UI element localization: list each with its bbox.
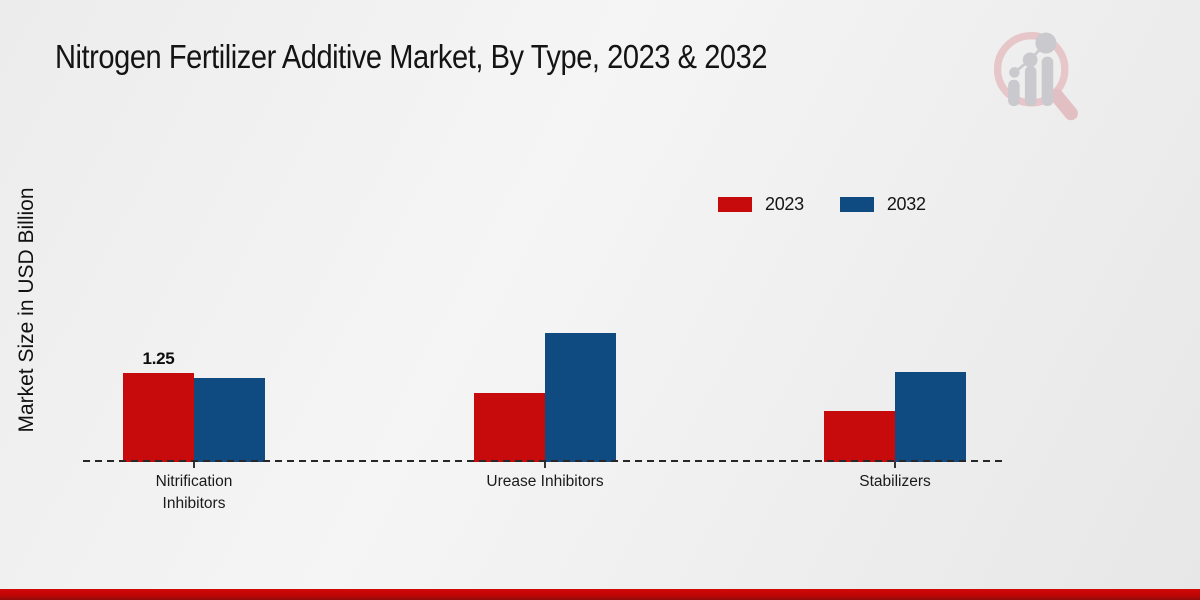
legend-swatch-2023 xyxy=(718,197,752,212)
footer-accent-strip xyxy=(0,589,1200,600)
legend: 2023 2032 xyxy=(718,194,926,215)
bar-2032-stabilizers xyxy=(895,372,966,462)
data-label-2023-nitrification-inhibitors: 1.25 xyxy=(142,349,175,368)
x-tick-stabilizers xyxy=(894,462,896,468)
chart-title: Nitrogen Fertilizer Additive Market, By … xyxy=(55,38,768,75)
magnifier-bar-chart-logo-icon xyxy=(993,32,1078,121)
category-label-stabilizers: Stabilizers xyxy=(859,473,931,490)
legend-label-2023: 2023 xyxy=(765,194,804,214)
y-axis-label: Market Size in USD Billion xyxy=(15,187,38,433)
legend-item-2023: 2023 xyxy=(718,194,804,215)
x-tick-nitrification-inhibitors xyxy=(193,462,195,468)
bar-2032-urease-inhibitors xyxy=(545,333,616,462)
bar-2023-stabilizers xyxy=(824,411,895,462)
category-label-nitrification-inhibitors: Nitrification Inhibitors xyxy=(155,473,233,512)
x-tick-urease-inhibitors xyxy=(544,462,546,468)
legend-item-2032: 2032 xyxy=(839,194,926,215)
legend-swatch-2032 xyxy=(839,197,874,212)
legend-label-2032: 2032 xyxy=(886,194,926,214)
bar-2023-nitrification-inhibitors xyxy=(123,373,194,462)
bar-2023-urease-inhibitors xyxy=(474,393,545,462)
x-axis-line xyxy=(83,460,1007,462)
category-label-urease-inhibitors: Urease Inhibitors xyxy=(486,473,604,490)
bar-2032-nitrification-inhibitors xyxy=(194,378,265,462)
